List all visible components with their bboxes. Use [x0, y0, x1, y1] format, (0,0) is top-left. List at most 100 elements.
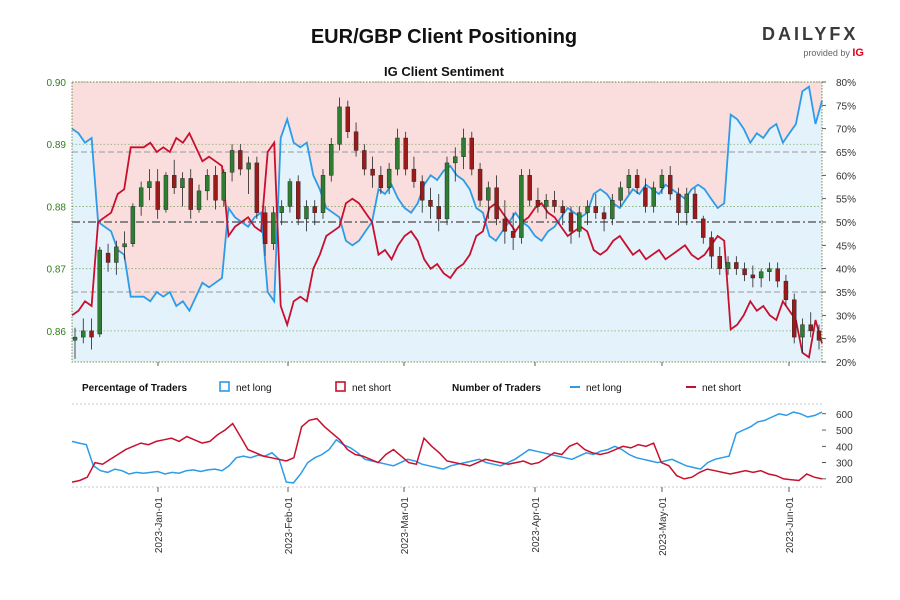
- candle-body: [72, 336, 78, 341]
- candle-body: [725, 262, 731, 269]
- candle-body: [370, 168, 375, 176]
- price-candle: [684, 187, 689, 226]
- candle-body: [105, 252, 111, 263]
- price-candle: [436, 194, 441, 232]
- candle-body: [196, 190, 202, 210]
- price-candle: [130, 203, 136, 247]
- legend-pct-long: net long: [236, 383, 272, 394]
- price-candle: [717, 246, 722, 275]
- price-candle: [345, 100, 350, 138]
- price-candle: [411, 156, 417, 188]
- price-candle: [147, 169, 152, 201]
- pct-tick-label: 40%: [836, 265, 856, 276]
- candle-body: [89, 330, 94, 338]
- price-candle: [105, 243, 111, 272]
- price-candle: [287, 178, 293, 213]
- candle-body: [792, 299, 797, 338]
- candle-body: [701, 218, 706, 238]
- candle-body: [329, 144, 334, 176]
- x-tick-label: 2023-Feb-01: [284, 497, 295, 555]
- candle-body: [643, 187, 648, 207]
- candle-body: [229, 150, 235, 173]
- x-tick-label: 2023-May-01: [658, 497, 669, 556]
- candle-body: [130, 206, 136, 244]
- price-candle: [668, 166, 673, 201]
- price-candle: [568, 206, 574, 244]
- price-candle: [221, 169, 227, 207]
- price-candle: [469, 131, 474, 176]
- brand-sub: provided by IG: [762, 47, 872, 59]
- candle-body: [758, 271, 764, 279]
- candle-body: [403, 137, 408, 170]
- price-candle: [89, 318, 94, 350]
- candle-body: [304, 206, 309, 220]
- candle-body: [544, 200, 549, 207]
- candle-body: [626, 175, 632, 188]
- candle-body: [213, 175, 218, 201]
- price-candle: [114, 240, 119, 275]
- legend-pct-heading: Percentage of Traders: [82, 383, 187, 394]
- candle-body: [618, 187, 623, 201]
- candle-body: [353, 131, 359, 151]
- count-tick-label: 300: [836, 459, 853, 470]
- pct-net-short-line: [71, 131, 823, 359]
- legend-pct-short: net short: [352, 383, 391, 394]
- candle-body: [709, 237, 714, 257]
- candle-body: [486, 187, 491, 201]
- candle-body: [205, 175, 210, 192]
- price-tick-label: 0.89: [47, 140, 67, 151]
- candle-body: [527, 175, 532, 201]
- candle-body: [287, 181, 293, 207]
- candle-body: [775, 268, 780, 282]
- price-candle: [577, 206, 582, 238]
- candle-body: [138, 187, 144, 207]
- candle-body: [659, 175, 665, 188]
- main-axes: 0.86 0.87 0.88 0.89 0.90 20% 25% 30% 35% 40% 45% 50…: [47, 78, 857, 369]
- price-candle: [742, 262, 747, 282]
- traders-count-plot: 200 300 400 500 600: [71, 403, 853, 488]
- candle-body: [163, 175, 169, 210]
- price-candle: [304, 200, 309, 232]
- legend: Percentage of Traders net long net short…: [82, 381, 741, 394]
- price-candle: [792, 293, 797, 344]
- pct-tick-label: 50%: [836, 218, 856, 229]
- price-candle: [213, 166, 218, 210]
- pct-tick-label: 80%: [836, 78, 856, 89]
- price-candle: [676, 187, 681, 226]
- ig-logo: IG: [852, 47, 864, 59]
- candle-body: [477, 168, 483, 201]
- pct-tick-label: 35%: [836, 288, 856, 299]
- price-candle: [634, 169, 640, 194]
- price-candle: [494, 175, 499, 226]
- candle-body: [552, 200, 557, 207]
- candle-body: [808, 324, 813, 332]
- price-candle: [163, 172, 169, 213]
- price-candle: [692, 187, 698, 220]
- price-candle: [618, 181, 623, 207]
- x-tick-label: 2023-Apr-01: [531, 497, 542, 553]
- price-candle: [337, 97, 342, 151]
- pct-tick-label: 45%: [836, 241, 856, 252]
- price-candle: [386, 162, 392, 194]
- candle-body: [180, 178, 185, 188]
- price-candle: [81, 318, 86, 344]
- candle-body: [767, 268, 772, 272]
- price-candle: [601, 206, 607, 232]
- price-candle: [138, 181, 144, 216]
- candle-body: [171, 175, 177, 188]
- count-tick-label: 500: [836, 426, 853, 437]
- candle-body: [386, 168, 392, 188]
- count-tick-label: 200: [836, 475, 853, 486]
- candle-body: [535, 200, 541, 207]
- candle-body: [362, 150, 367, 170]
- candle-body: [651, 187, 656, 207]
- price-candle: [246, 156, 251, 194]
- price-candle: [312, 200, 317, 226]
- price-candle: [395, 128, 400, 176]
- price-tick-label: 0.90: [47, 78, 67, 89]
- pct-tick-label: 30%: [836, 311, 856, 322]
- pct-tick-label: 60%: [836, 171, 856, 182]
- price-candle: [254, 156, 260, 219]
- candle-body: [684, 193, 689, 213]
- price-candle: [519, 169, 524, 244]
